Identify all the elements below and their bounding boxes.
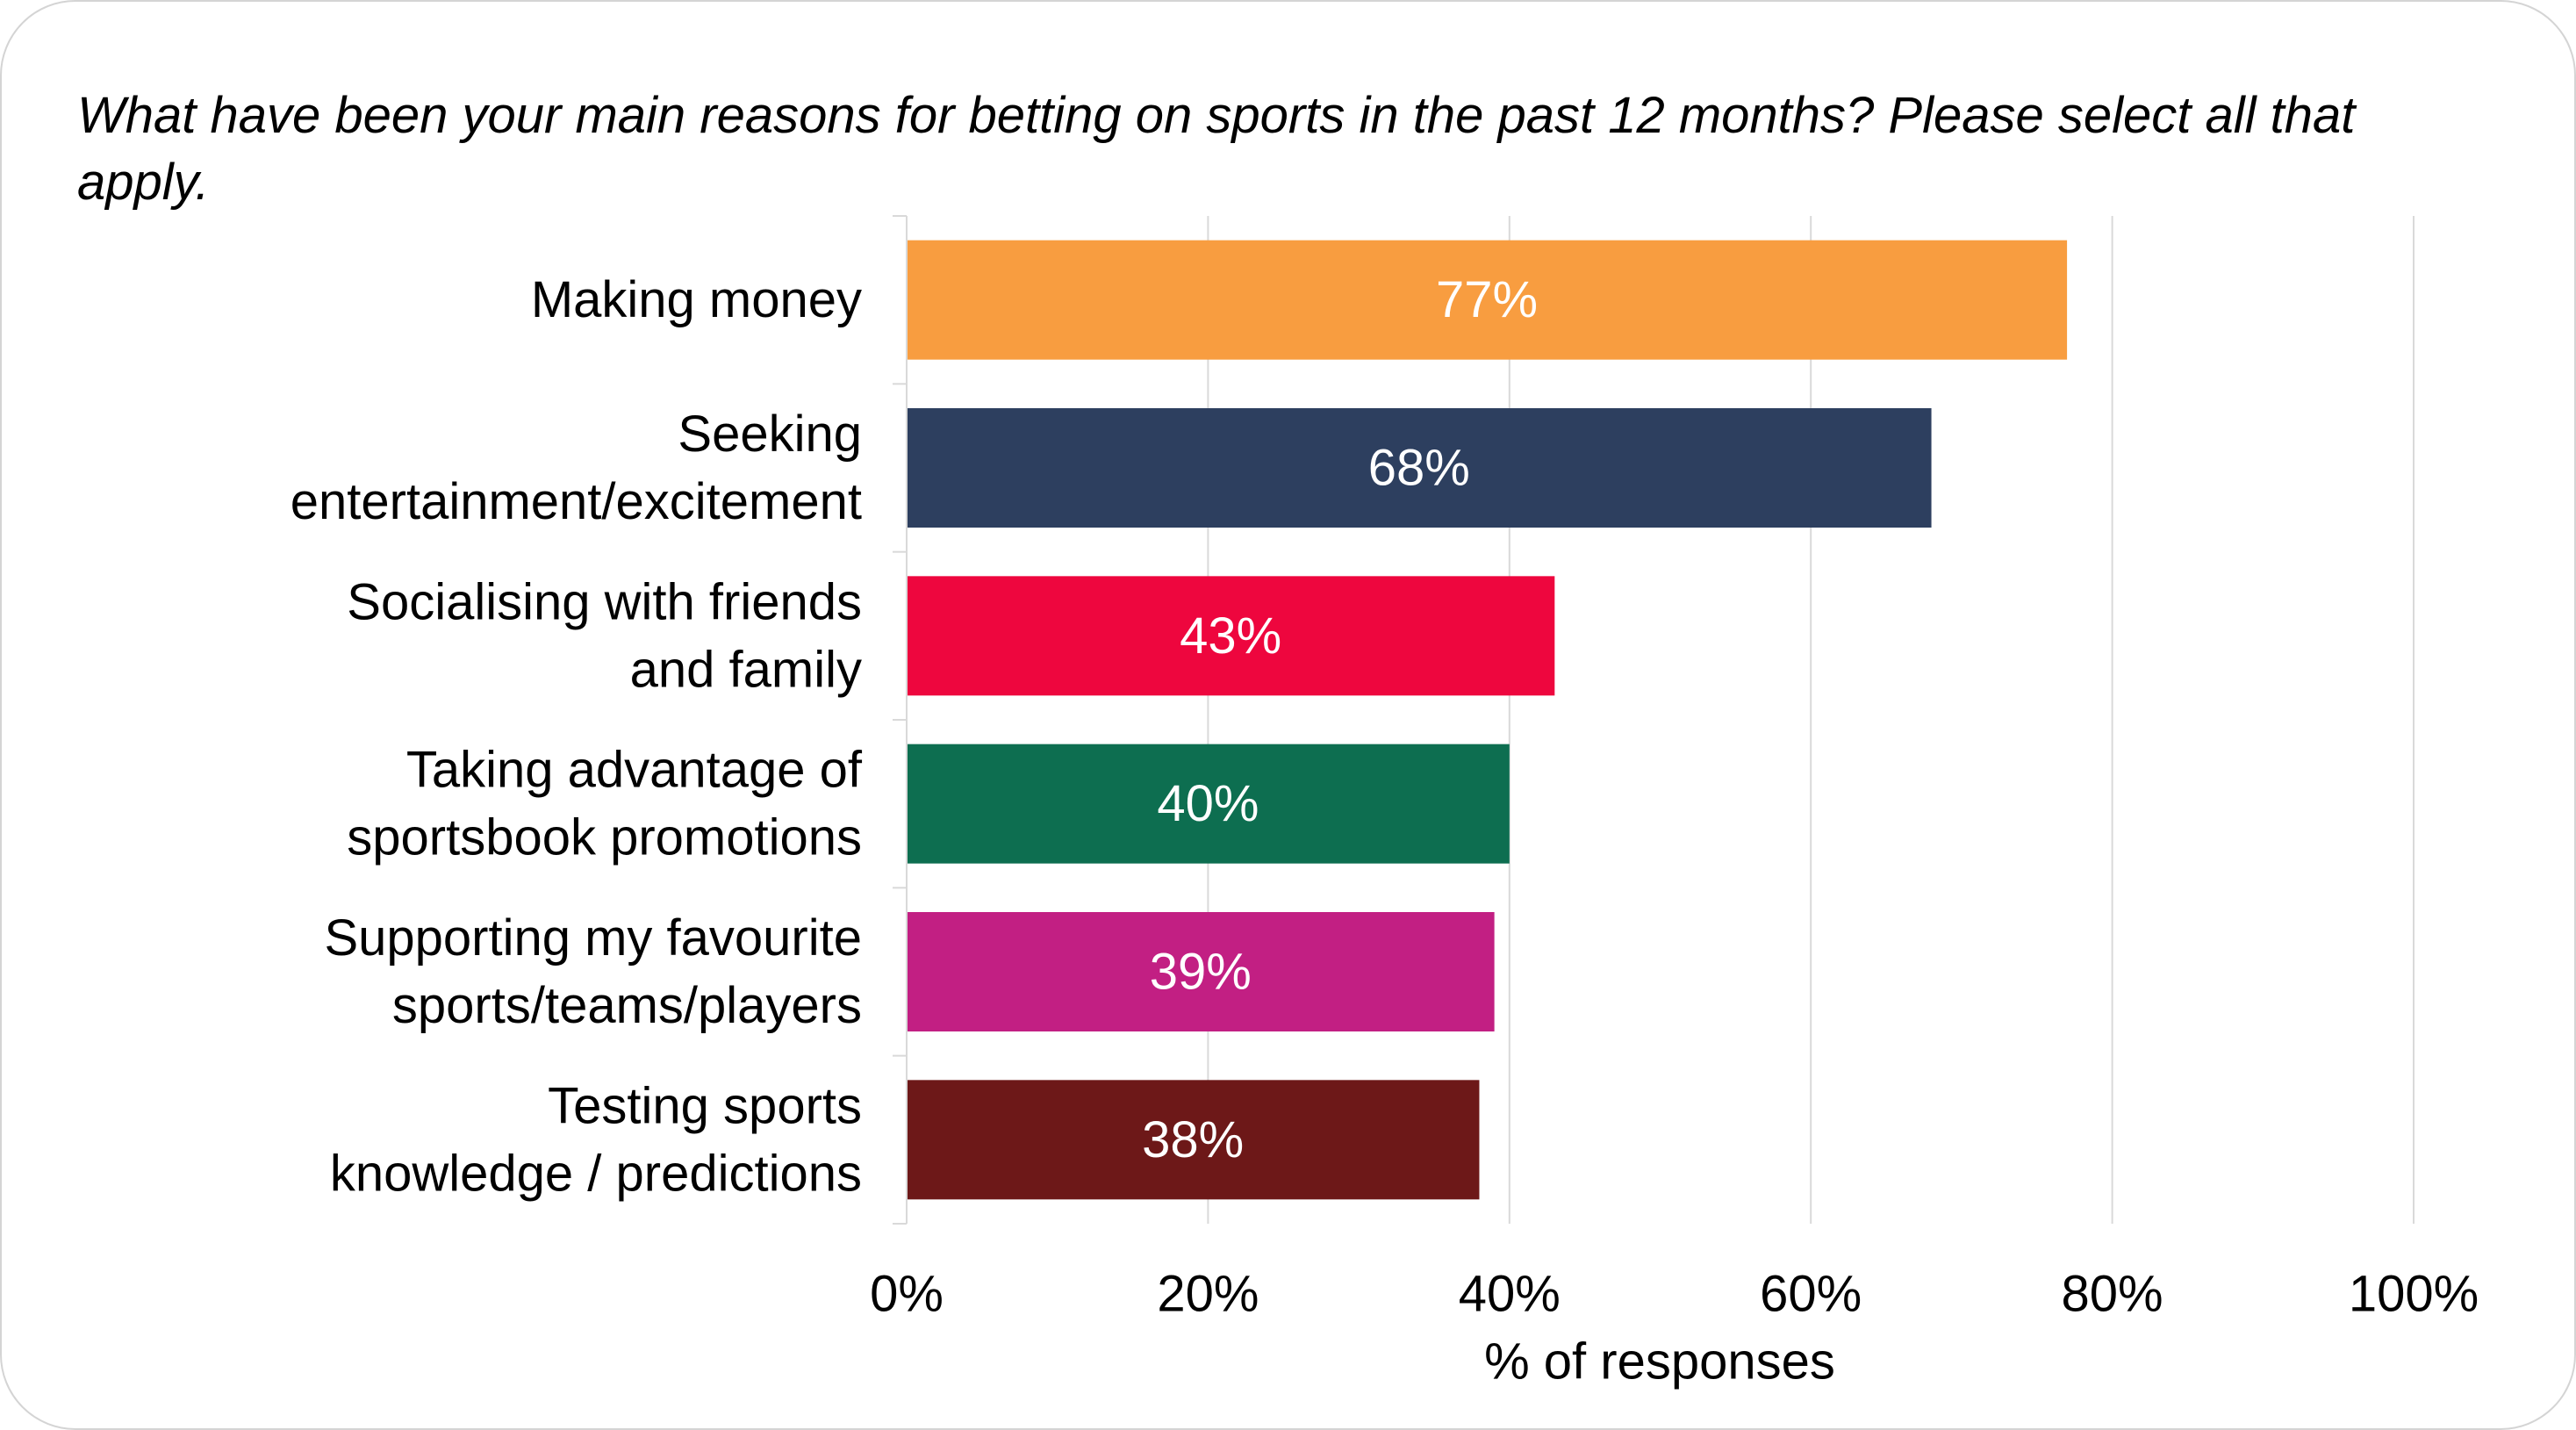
- x-tick-label: 40%: [1459, 1266, 1561, 1323]
- category-label: sportsbook promotions: [347, 809, 862, 866]
- category-label: Seeking: [678, 406, 862, 463]
- x-tick-label: 0%: [870, 1266, 944, 1323]
- category-label: sports/teams/players: [392, 977, 862, 1034]
- bar: [908, 240, 2068, 360]
- x-axis-title: % of responses: [1484, 1333, 1835, 1390]
- category-label: Testing sports: [548, 1077, 862, 1134]
- bar: [908, 912, 1495, 1031]
- category-label: and family: [630, 641, 862, 698]
- data-label: 38%: [1142, 1111, 1244, 1168]
- x-tick-label: 80%: [2062, 1266, 2163, 1323]
- bar: [908, 744, 1510, 864]
- category-label: knowledge / predictions: [330, 1145, 862, 1202]
- category-label: entertainment/excitement: [291, 473, 862, 530]
- chart-title: What have been your main reasons for bet…: [77, 87, 2356, 211]
- x-tick-label: 100%: [2349, 1266, 2479, 1323]
- category-label: Supporting my favourite: [324, 909, 862, 967]
- category-label: Socialising with friends: [347, 573, 862, 630]
- data-label: 40%: [1157, 775, 1259, 832]
- data-label: 77%: [1436, 271, 1538, 328]
- x-tick-label: 60%: [1760, 1266, 1862, 1323]
- bar: [908, 408, 1932, 528]
- x-tick-label: 20%: [1157, 1266, 1259, 1323]
- bar: [908, 1080, 1480, 1200]
- data-label: 68%: [1368, 440, 1470, 497]
- bar: [908, 576, 1555, 696]
- category-label: Taking advantage of: [406, 742, 863, 799]
- data-label: 39%: [1150, 944, 1252, 1001]
- category-label: Making money: [531, 271, 862, 328]
- data-label: 43%: [1180, 607, 1281, 665]
